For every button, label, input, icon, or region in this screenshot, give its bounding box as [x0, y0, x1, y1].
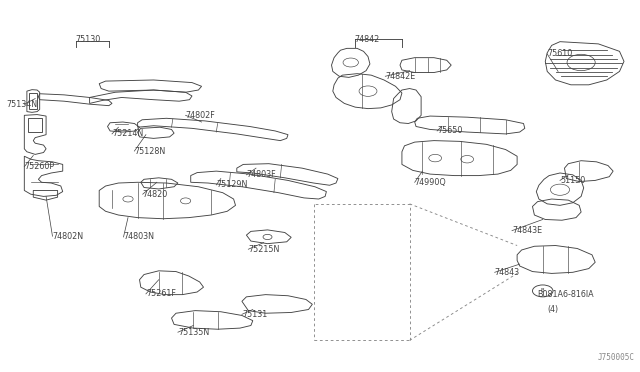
Text: 74803N: 74803N	[124, 232, 154, 241]
Text: B081A6-816IA: B081A6-816IA	[538, 290, 594, 299]
Text: 74820: 74820	[143, 190, 168, 199]
Text: 75215N: 75215N	[248, 245, 280, 254]
Text: 74843E: 74843E	[512, 226, 542, 235]
Text: 51150: 51150	[560, 176, 585, 185]
Text: 74802F: 74802F	[186, 111, 215, 120]
Text: 74802N: 74802N	[52, 232, 84, 241]
Text: 75650: 75650	[437, 126, 463, 135]
Text: 74842: 74842	[354, 35, 379, 44]
Text: 75610: 75610	[547, 49, 572, 58]
Text: 74843: 74843	[495, 268, 520, 277]
Text: J750005C: J750005C	[598, 353, 635, 362]
Text: 74990Q: 74990Q	[415, 178, 447, 187]
Text: 75260P: 75260P	[24, 162, 54, 171]
Text: 75130: 75130	[76, 35, 100, 44]
Text: 75128N: 75128N	[134, 147, 166, 155]
Text: B: B	[541, 288, 545, 294]
Text: 75214N: 75214N	[112, 129, 143, 138]
Text: 75135N: 75135N	[178, 328, 209, 337]
Text: 75261F: 75261F	[146, 289, 176, 298]
Text: 74803F: 74803F	[246, 170, 276, 179]
Text: 75134N: 75134N	[6, 100, 38, 109]
Text: (4): (4)	[547, 305, 558, 314]
Text: 74842E: 74842E	[385, 72, 415, 81]
Text: 75131: 75131	[242, 310, 267, 319]
Text: 75129N: 75129N	[216, 180, 248, 189]
